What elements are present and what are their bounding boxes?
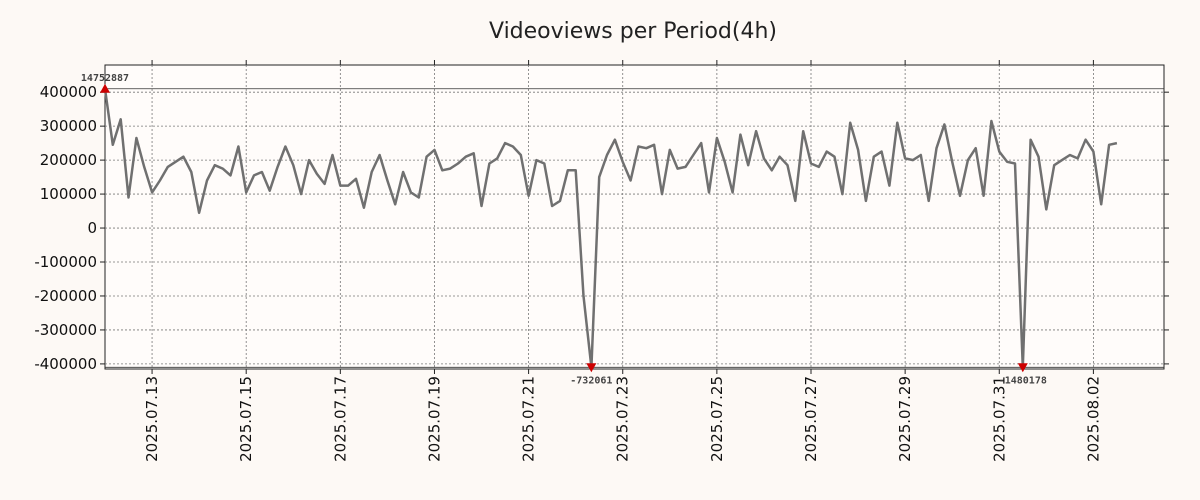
x-tick-label: 2025.08.02 bbox=[1084, 376, 1102, 462]
y-tick-label: 100000 bbox=[40, 185, 97, 203]
x-tick-label: 2025.07.31 bbox=[990, 376, 1008, 462]
y-tick-label: 200000 bbox=[40, 151, 97, 169]
x-tick-label: 2025.07.27 bbox=[802, 376, 820, 462]
reference-lines bbox=[105, 88, 1164, 368]
annotation-label: -732061 bbox=[570, 375, 612, 386]
plot-area bbox=[104, 64, 1165, 370]
annotation-marker bbox=[1017, 363, 1028, 373]
x-tick-label: 2025.07.17 bbox=[331, 376, 349, 462]
chart-title: Videoviews per Period(4h) bbox=[489, 19, 777, 44]
annotation-marker bbox=[100, 83, 110, 93]
y-tick-label: 0 bbox=[87, 219, 97, 237]
annotations: 14752887 -732061 -1480178 bbox=[81, 73, 1047, 387]
y-tick-label: -200000 bbox=[34, 287, 97, 305]
x-tick-label: 2025.07.19 bbox=[425, 376, 443, 462]
annotation-label: 14752887 bbox=[81, 73, 129, 84]
annotation-marker bbox=[586, 363, 597, 373]
x-tick-label: 2025.07.13 bbox=[143, 376, 161, 462]
x-tick-label: 2025.07.25 bbox=[708, 376, 726, 462]
y-tick-label: -300000 bbox=[34, 321, 97, 339]
series-line-videoviews bbox=[103, 88, 1118, 369]
annotation-label: -1480178 bbox=[999, 375, 1047, 386]
y-tick-label: -100000 bbox=[34, 253, 97, 271]
x-tick-label: 2025.07.21 bbox=[520, 376, 538, 462]
x-tick-label: 2025.07.15 bbox=[237, 376, 255, 462]
x-axis: 2025.07.13 2025.07.15 2025.07.17 2025.07.19… bbox=[143, 60, 1102, 462]
y-tick-label: 300000 bbox=[40, 117, 97, 135]
y-tick-label: -400000 bbox=[34, 355, 97, 373]
y-tick-label: 400000 bbox=[40, 83, 97, 101]
y-axis: 400000 300000 200000 100000 0 -100000 -200000 -… bbox=[34, 83, 1169, 373]
x-tick-label: 2025.07.29 bbox=[896, 376, 914, 462]
x-tick-label: 2025.07.23 bbox=[614, 376, 632, 462]
